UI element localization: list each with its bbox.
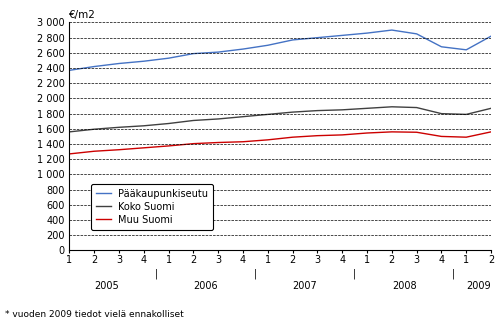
Text: |: | [155, 268, 158, 279]
Koko Suomi [166, 122, 172, 126]
Muu Suomi [215, 141, 221, 144]
Koko Suomi [463, 112, 469, 116]
Koko Suomi [414, 106, 420, 109]
Pääkaupunkiseutu [265, 43, 271, 47]
Muu Suomi [66, 152, 72, 156]
Koko Suomi [488, 106, 494, 110]
Text: * vuoden 2009 tiedot vielä ennakolliset: * vuoden 2009 tiedot vielä ennakolliset [5, 310, 184, 319]
Muu Suomi [190, 142, 196, 145]
Text: 2008: 2008 [392, 281, 417, 291]
Legend: Pääkaupunkiseutu, Koko Suomi, Muu Suomi: Pääkaupunkiseutu, Koko Suomi, Muu Suomi [91, 184, 213, 230]
Pääkaupunkiseutu [116, 62, 122, 65]
Text: |: | [353, 268, 356, 279]
Koko Suomi [265, 112, 271, 116]
Pääkaupunkiseutu [438, 45, 444, 49]
Koko Suomi [314, 109, 320, 113]
Text: |: | [452, 268, 455, 279]
Pääkaupunkiseutu [141, 59, 147, 63]
Pääkaupunkiseutu [414, 32, 420, 36]
Muu Suomi [265, 138, 271, 142]
Koko Suomi [364, 106, 370, 110]
Muu Suomi [339, 133, 345, 137]
Pääkaupunkiseutu [290, 38, 296, 42]
Text: 2006: 2006 [193, 281, 218, 291]
Koko Suomi [116, 126, 122, 129]
Pääkaupunkiseutu [240, 47, 246, 51]
Muu Suomi [414, 130, 420, 134]
Muu Suomi [463, 135, 469, 139]
Pääkaupunkiseutu [314, 36, 320, 39]
Text: 2009: 2009 [466, 281, 491, 291]
Muu Suomi [116, 148, 122, 152]
Muu Suomi [166, 144, 172, 148]
Koko Suomi [215, 117, 221, 121]
Muu Suomi [438, 134, 444, 138]
Koko Suomi [141, 124, 147, 128]
Koko Suomi [389, 105, 395, 109]
Pääkaupunkiseutu [364, 31, 370, 35]
Koko Suomi [190, 118, 196, 122]
Pääkaupunkiseutu [339, 33, 345, 37]
Koko Suomi [290, 110, 296, 114]
Koko Suomi [66, 130, 72, 134]
Muu Suomi [290, 135, 296, 139]
Line: Pääkaupunkiseutu: Pääkaupunkiseutu [69, 30, 491, 70]
Muu Suomi [314, 134, 320, 138]
Text: €/m2: €/m2 [69, 10, 96, 20]
Pääkaupunkiseutu [166, 56, 172, 60]
Koko Suomi [240, 115, 246, 118]
Koko Suomi [438, 112, 444, 116]
Pääkaupunkiseutu [190, 52, 196, 56]
Text: 2007: 2007 [293, 281, 317, 291]
Pääkaupunkiseutu [463, 48, 469, 52]
Muu Suomi [488, 130, 494, 134]
Line: Muu Suomi: Muu Suomi [69, 132, 491, 154]
Muu Suomi [389, 130, 395, 134]
Pääkaupunkiseutu [66, 68, 72, 72]
Muu Suomi [240, 140, 246, 144]
Koko Suomi [339, 108, 345, 112]
Pääkaupunkiseutu [488, 34, 494, 38]
Muu Suomi [141, 146, 147, 150]
Text: 2005: 2005 [94, 281, 119, 291]
Muu Suomi [364, 131, 370, 135]
Pääkaupunkiseutu [91, 65, 97, 68]
Koko Suomi [91, 127, 97, 131]
Text: |: | [254, 268, 257, 279]
Pääkaupunkiseutu [215, 50, 221, 54]
Pääkaupunkiseutu [389, 28, 395, 32]
Muu Suomi [91, 149, 97, 153]
Line: Koko Suomi: Koko Suomi [69, 107, 491, 132]
